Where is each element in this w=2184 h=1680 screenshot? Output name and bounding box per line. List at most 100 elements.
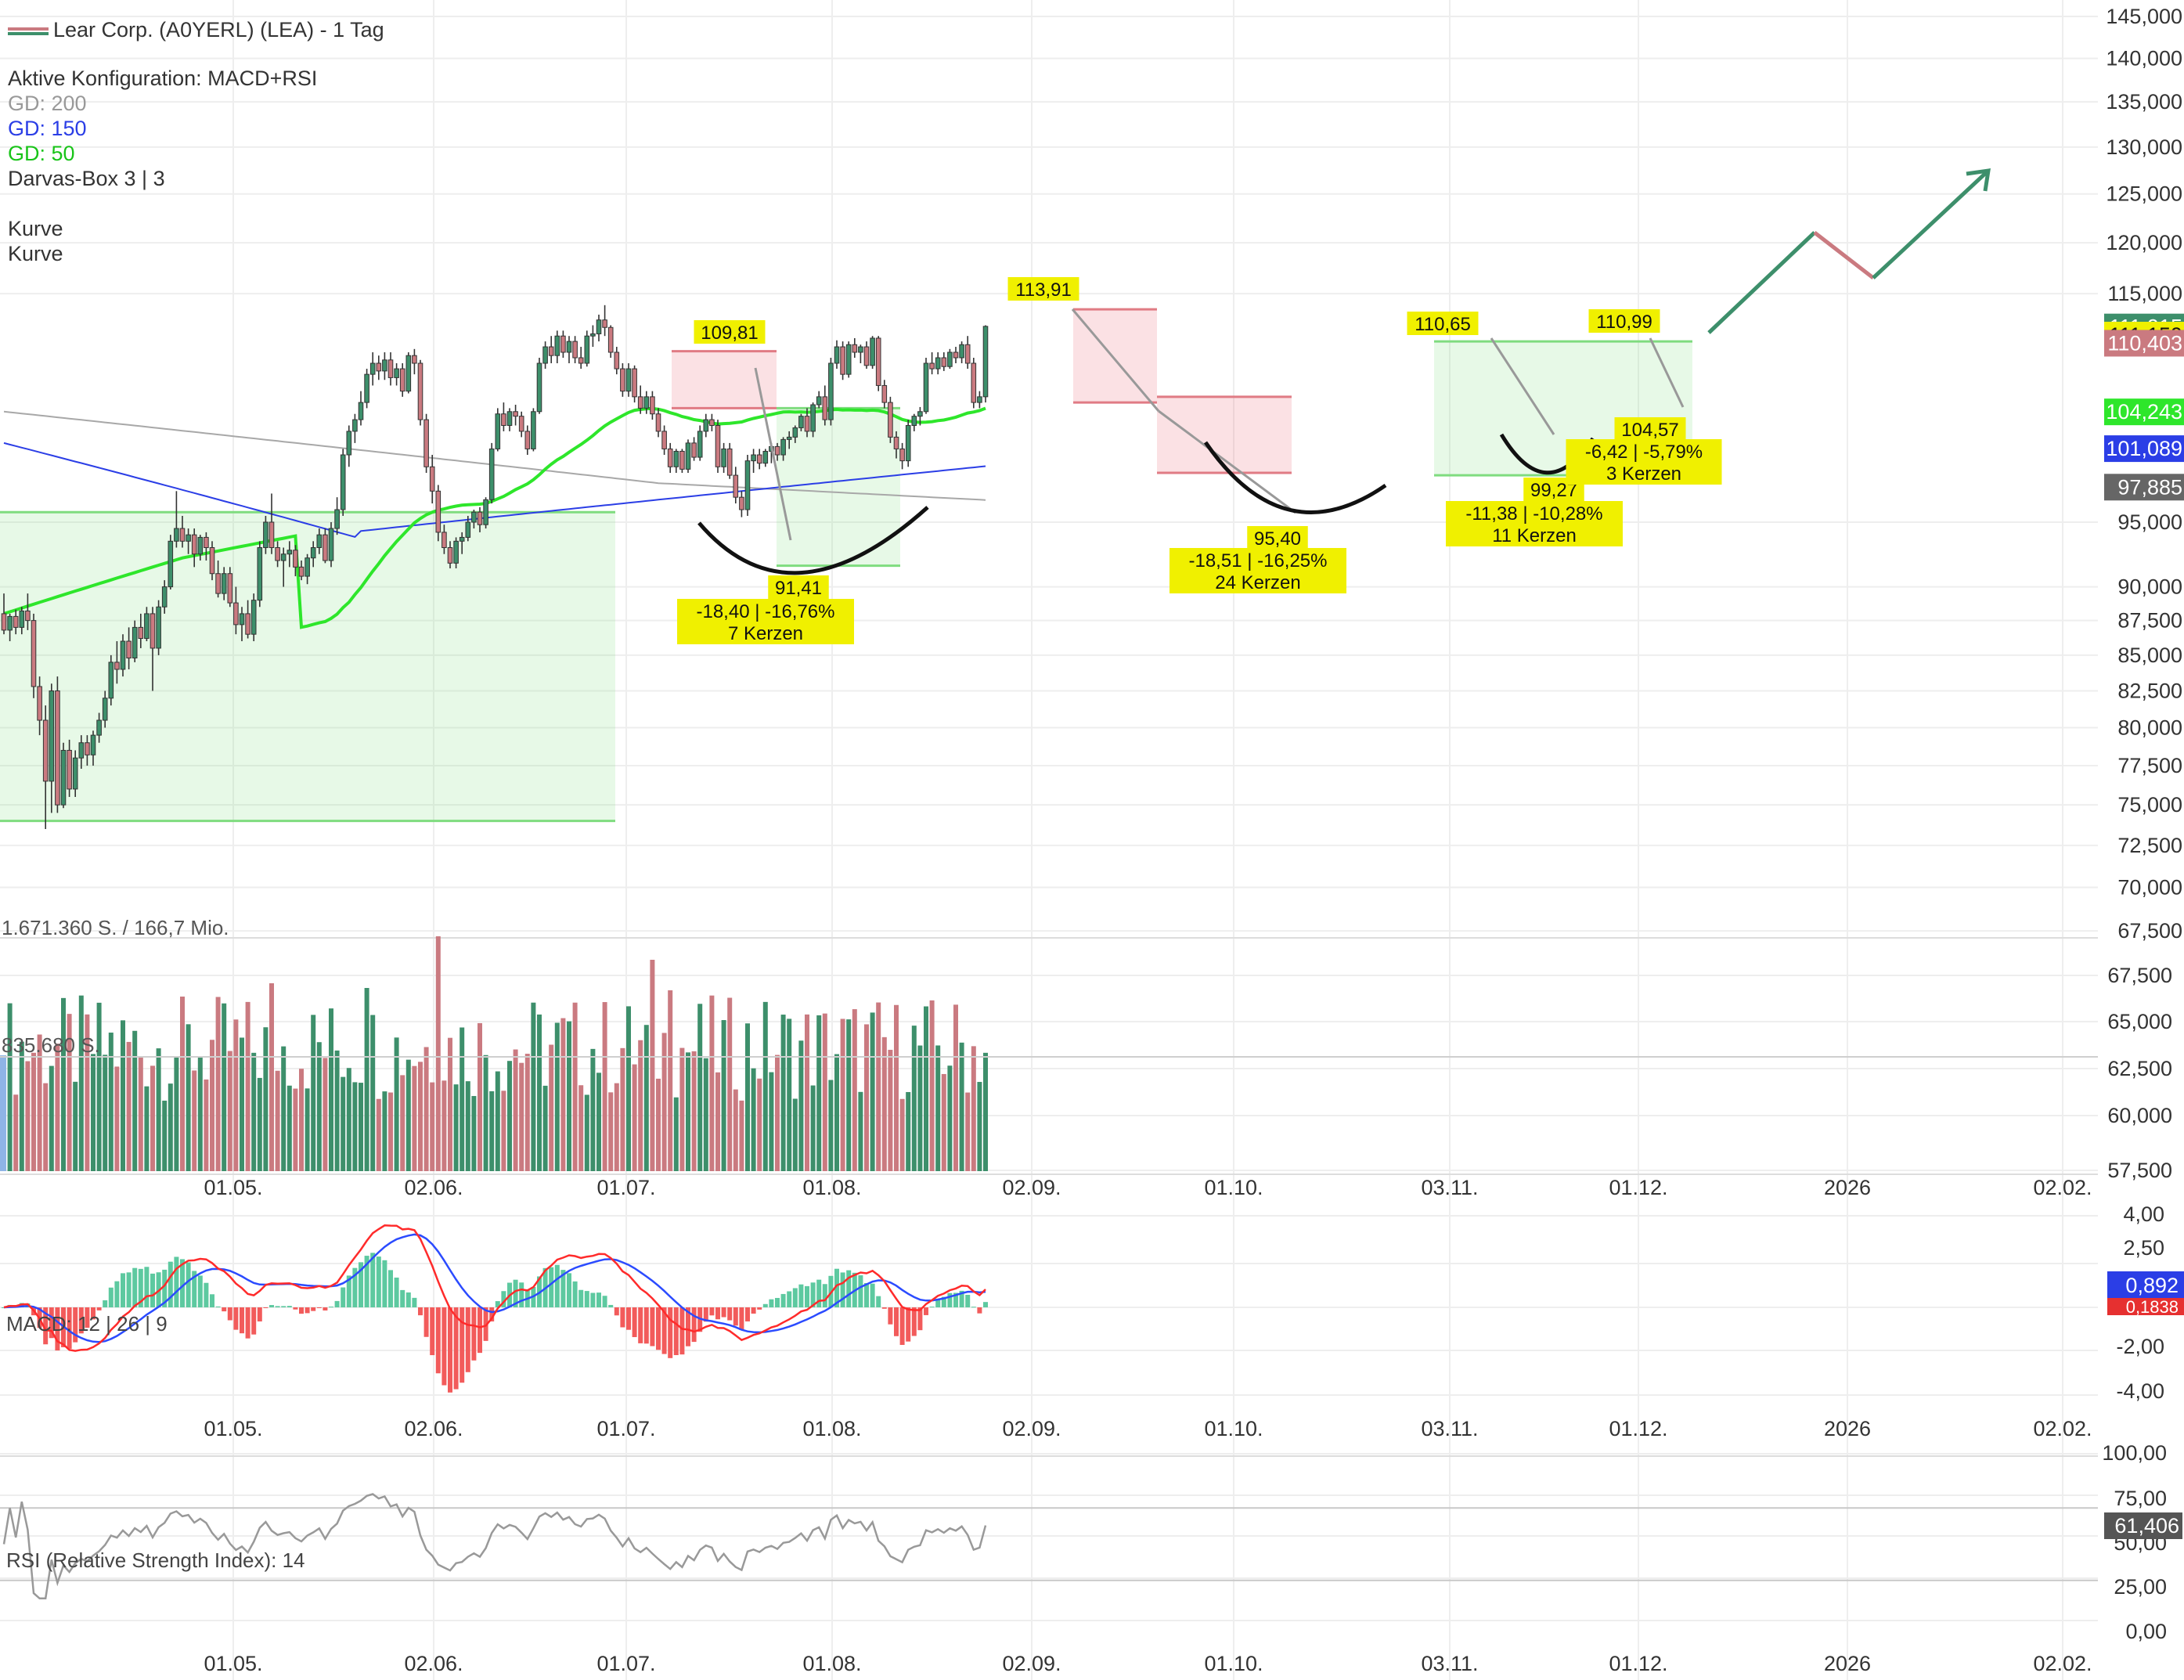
volume-bar	[810, 1085, 816, 1171]
volume-bar	[703, 1058, 708, 1171]
volume-bar	[924, 1006, 928, 1171]
candle-body	[417, 362, 423, 420]
gd150-line	[3, 442, 986, 539]
macd-histogram-bar	[465, 1307, 470, 1372]
volume-bar	[430, 1082, 435, 1171]
price-badge: 104,243	[2106, 400, 2182, 424]
macd-histogram-bar	[762, 1303, 768, 1307]
macd-histogram-bar	[180, 1259, 185, 1307]
volume-bar	[929, 1000, 935, 1171]
candle-body	[774, 445, 780, 456]
volume-bar	[73, 1081, 78, 1171]
macd-histogram-bar	[103, 1300, 108, 1307]
candle-body	[982, 326, 989, 398]
volume-tick-label: 62,500	[2107, 1057, 2172, 1080]
high-label-bg	[1007, 277, 1079, 301]
gd150-label[interactable]: GD: 150	[8, 117, 87, 140]
legend-title-row[interactable]: Lear Corp. (A0YERL) (LEA) - 1 Tag	[8, 17, 384, 42]
curve-label-1[interactable]: Kurve	[8, 217, 63, 240]
macd-histogram-bar	[816, 1279, 822, 1307]
time-tick-label: 01.12.	[1609, 1417, 1667, 1440]
candle-body	[620, 368, 625, 392]
macd-histogram-bar	[620, 1307, 625, 1328]
volume-bar	[329, 1008, 333, 1171]
candle-body	[941, 357, 947, 367]
macd-histogram-bar	[430, 1307, 435, 1356]
candle-body	[905, 424, 911, 462]
macd-histogram-bar	[55, 1307, 60, 1351]
candle-body	[536, 362, 542, 413]
candle-body	[382, 359, 387, 372]
drop-label-bg	[1446, 501, 1623, 546]
volume-bar	[263, 1027, 268, 1171]
volume-bar	[733, 1089, 738, 1171]
gd50-label[interactable]: GD: 50	[8, 142, 75, 165]
darvas-box-label[interactable]: Darvas-Box 3 | 3	[8, 167, 165, 190]
candle-body	[863, 346, 870, 366]
rsi-label[interactable]: RSI (Relative Strength Index): 14	[6, 1548, 305, 1572]
volume-bar	[899, 1098, 905, 1171]
macd-histogram-bar	[108, 1287, 114, 1307]
volume-bar	[572, 1002, 578, 1171]
candle-body	[697, 431, 703, 458]
macd-histogram-bar	[906, 1307, 911, 1342]
volume-bar	[906, 1091, 911, 1171]
volume-bar	[542, 1085, 548, 1171]
macd-histogram-bar	[96, 1307, 102, 1310]
macd-histogram-bar	[751, 1307, 756, 1314]
gd200-label[interactable]: GD: 200	[8, 92, 87, 115]
candle-body	[744, 460, 751, 510]
candle-body	[673, 450, 679, 467]
price-tick-label: 77,500	[2117, 754, 2182, 777]
candle-body	[899, 448, 905, 462]
volume-bar	[281, 1046, 287, 1171]
time-tick-label: 01.08.	[802, 1417, 861, 1440]
volume-bar	[376, 1098, 381, 1171]
macd-histogram-bar	[578, 1289, 584, 1307]
volume-bar	[531, 1002, 536, 1171]
volume-bar	[483, 1055, 488, 1171]
candle-body	[144, 613, 150, 640]
time-tick-label: 01.05.	[204, 1417, 262, 1440]
macd-histogram-bar	[899, 1307, 905, 1345]
candle-body	[971, 362, 977, 403]
candle-body	[661, 431, 667, 449]
candle-body	[138, 626, 144, 640]
price-tick-label: 95,000	[2117, 510, 2182, 534]
candle-body	[560, 335, 566, 353]
volume-bar	[370, 1015, 376, 1171]
volume-tick-label: 67,500	[2107, 964, 2172, 987]
volume-bar	[334, 1050, 340, 1171]
curve-label-2[interactable]: Kurve	[8, 242, 63, 265]
volume-bar	[519, 1062, 524, 1171]
candle-body	[792, 427, 798, 438]
volume-bar	[977, 1082, 982, 1171]
volume-bar	[495, 1071, 500, 1171]
volume-bar	[953, 1004, 958, 1171]
candle-body	[691, 442, 697, 458]
macd-histogram-bar	[608, 1304, 614, 1307]
volume-bar	[614, 1083, 619, 1171]
active-config-label[interactable]: Aktive Konfiguration: MACD+RSI	[8, 67, 318, 90]
candle-body	[625, 368, 632, 392]
volume-bar	[834, 1054, 839, 1171]
candle-body	[215, 573, 221, 594]
candle-body	[875, 337, 881, 386]
volume-bar	[840, 1018, 845, 1171]
macd-histogram-bar	[370, 1253, 376, 1307]
macd-histogram-bar	[805, 1285, 809, 1307]
macd-histogram-bar	[281, 1306, 287, 1307]
low-label-bg	[1247, 526, 1308, 550]
volume-bar	[316, 1042, 322, 1171]
candle-body	[650, 396, 655, 415]
candle-body	[78, 742, 85, 759]
macd-histogram-bar	[495, 1301, 500, 1307]
price-tick-label: 85,000	[2117, 644, 2182, 667]
macd-histogram-bar	[138, 1268, 143, 1307]
volume-bar	[661, 1033, 667, 1171]
candle-body	[465, 521, 471, 538]
volume-bar	[870, 1012, 875, 1171]
drop-label: 7 Kerzen	[728, 623, 803, 644]
macd-label[interactable]: MACD: 12 | 26 | 9	[6, 1312, 168, 1336]
